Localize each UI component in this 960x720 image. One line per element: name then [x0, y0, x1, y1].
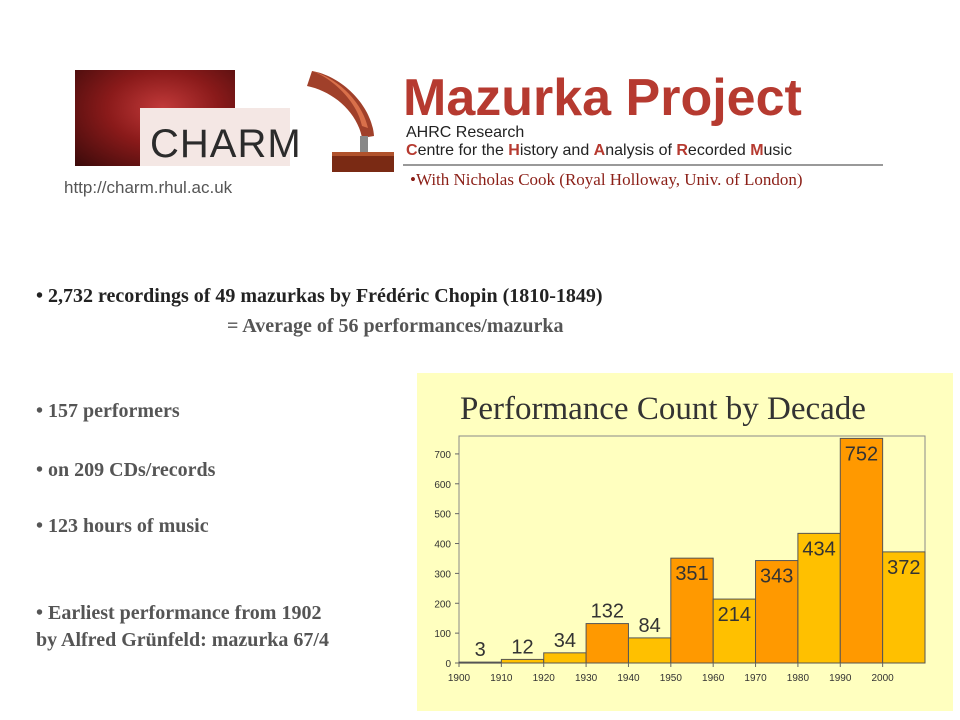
- y-tick-label: 400: [434, 540, 451, 551]
- gramophone-icon: [307, 71, 394, 172]
- x-tick-label: 2000: [872, 673, 895, 684]
- data-label: 84: [639, 615, 661, 637]
- bar-1990: [839, 437, 884, 664]
- centre-name-letter: A: [593, 142, 606, 159]
- bar-1960: [712, 598, 757, 664]
- performance-chart: Performance Count by Decade 0 100 200 300 40…: [434, 391, 926, 684]
- earliest-bullet: • Earliest performance from 1902 by Alfr…: [36, 600, 329, 654]
- x-tick-label: 1920: [533, 673, 556, 684]
- bar-2000: [882, 551, 926, 664]
- data-label: 214: [718, 604, 751, 626]
- bar-1930: [585, 623, 629, 664]
- bar-1940: [627, 637, 672, 664]
- x-tick-label: 1990: [829, 673, 852, 684]
- chart-title: Performance Count by Decade: [460, 391, 866, 427]
- data-label: 34: [554, 630, 576, 652]
- centre-name-word: ecorded: [687, 142, 751, 159]
- centre-name-word: nalysis of: [605, 142, 677, 159]
- centre-name-letter: H: [508, 142, 520, 159]
- bar-1950: [670, 557, 714, 664]
- logo-backdrop: [140, 108, 290, 166]
- header-divider: [403, 164, 883, 166]
- earliest-line-2: by Alfred Grünfeld: mazurka 67/4: [36, 629, 329, 651]
- x-tick-label: 1950: [660, 673, 683, 684]
- cds-bullet: • on 209 CDs/records: [36, 459, 216, 481]
- bar-1920: [543, 652, 587, 664]
- data-label: 12: [511, 636, 533, 658]
- data-label: 351: [675, 563, 708, 585]
- performance-chart-panel: Performance Count by Decade 0 100 200 300 40…: [417, 373, 953, 711]
- performers-bullet: • 157 performers: [36, 400, 180, 422]
- x-tick-label: 1980: [787, 673, 810, 684]
- x-tick-label: 1910: [490, 673, 513, 684]
- charm-url-link[interactable]: http://charm.rhul.ac.uk: [64, 178, 233, 197]
- centre-name-word: usic: [763, 142, 792, 159]
- earliest-line-1: • Earliest performance from 1902: [36, 602, 322, 624]
- charm-logo: CHARM: [150, 122, 302, 166]
- centre-name-letter: R: [676, 142, 688, 159]
- data-label: 3: [475, 639, 486, 661]
- y-tick-label: 200: [434, 599, 451, 610]
- y-tick-label: 600: [434, 480, 451, 491]
- hours-bullet: • 123 hours of music: [36, 515, 209, 537]
- x-tick-label: 1960: [702, 673, 725, 684]
- y-tick-label: 500: [434, 510, 451, 521]
- data-label: 752: [845, 443, 878, 465]
- data-label: 132: [591, 601, 624, 623]
- bar-1900: [458, 661, 502, 664]
- x-tick-label: 1930: [575, 673, 598, 684]
- centre-name-word: entre for the: [417, 142, 509, 159]
- y-tick-label: 300: [434, 569, 451, 580]
- data-label: 372: [887, 557, 920, 579]
- y-tick-label: 0: [445, 659, 451, 670]
- centre-name-word: istory and: [519, 142, 594, 159]
- data-label: 434: [802, 538, 835, 560]
- bar-1910: [500, 658, 545, 664]
- collaboration-note: •With Nicholas Cook (Royal Holloway, Uni…: [410, 170, 803, 189]
- recordings-bullet: • 2,732 recordings of 49 mazurkas by Fré…: [36, 285, 603, 307]
- x-tick-label: 1970: [744, 673, 767, 684]
- centre-name-letter: M: [750, 142, 764, 159]
- x-tick-label: 1900: [448, 673, 471, 684]
- y-tick-label: 700: [434, 450, 451, 461]
- ahrc-subtitle: AHRC Research: [406, 124, 525, 141]
- data-label: 343: [760, 566, 793, 588]
- centre-name-letter: C: [406, 142, 418, 159]
- project-title: Mazurka Project: [403, 69, 802, 127]
- x-tick-label: 1940: [617, 673, 640, 684]
- centre-name: Centre for the History and Analysis of R…: [406, 142, 792, 160]
- y-tick-label: 100: [434, 629, 451, 640]
- average-line: = Average of 56 performances/mazurka: [227, 315, 564, 337]
